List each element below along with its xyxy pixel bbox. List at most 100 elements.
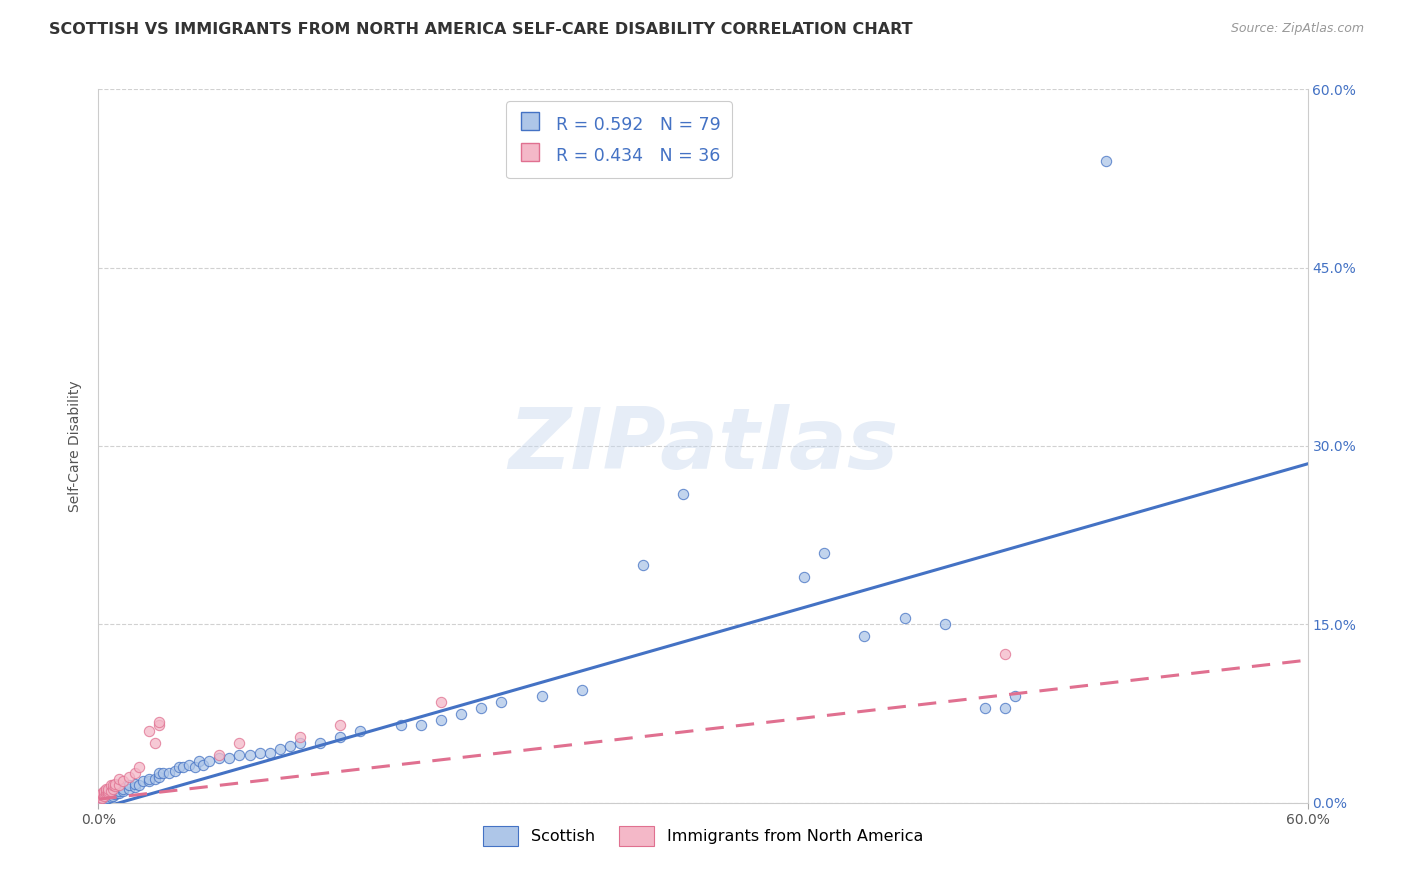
- Point: [491, 695, 513, 709]
- Point: [893, 611, 915, 625]
- Point: [132, 774, 155, 789]
- Legend: Scottish, Immigrants from North America: Scottish, Immigrants from North America: [477, 820, 929, 852]
- Point: [389, 718, 412, 732]
- Point: [100, 789, 122, 804]
- Point: [124, 777, 146, 791]
- Point: [994, 647, 1017, 661]
- Point: [571, 682, 593, 697]
- Point: [278, 739, 301, 753]
- Point: [148, 766, 170, 780]
- Point: [853, 629, 876, 643]
- Point: [93, 789, 115, 803]
- Text: ZIPatlas: ZIPatlas: [508, 404, 898, 488]
- Point: [167, 760, 190, 774]
- Point: [101, 778, 124, 792]
- Point: [89, 789, 111, 804]
- Point: [309, 736, 332, 750]
- Point: [228, 748, 250, 763]
- Point: [93, 786, 115, 800]
- Text: SCOTTISH VS IMMIGRANTS FROM NORTH AMERICA SELF-CARE DISABILITY CORRELATION CHART: SCOTTISH VS IMMIGRANTS FROM NORTH AMERIC…: [49, 22, 912, 37]
- Point: [188, 754, 211, 768]
- Point: [91, 791, 114, 805]
- Point: [208, 748, 231, 763]
- Point: [91, 788, 114, 802]
- Point: [97, 784, 120, 798]
- Point: [148, 714, 170, 729]
- Text: Source: ZipAtlas.com: Source: ZipAtlas.com: [1230, 22, 1364, 36]
- Point: [107, 778, 129, 792]
- Point: [89, 792, 111, 806]
- Point: [329, 718, 352, 732]
- Point: [89, 793, 111, 807]
- Point: [111, 784, 134, 798]
- Point: [288, 736, 311, 750]
- Point: [100, 784, 122, 798]
- Point: [288, 731, 311, 745]
- Point: [118, 781, 141, 796]
- Point: [157, 766, 180, 780]
- Point: [148, 770, 170, 784]
- Point: [103, 779, 125, 793]
- Point: [994, 700, 1017, 714]
- Point: [124, 766, 146, 780]
- Point: [143, 736, 166, 750]
- Point: [89, 792, 111, 806]
- Point: [124, 780, 146, 795]
- Point: [208, 750, 231, 764]
- Point: [105, 784, 128, 798]
- Point: [138, 724, 160, 739]
- Y-axis label: Self-Care Disability: Self-Care Disability: [69, 380, 83, 512]
- Point: [1004, 689, 1026, 703]
- Point: [128, 760, 150, 774]
- Point: [934, 617, 956, 632]
- Point: [184, 760, 207, 774]
- Point: [128, 778, 150, 792]
- Point: [91, 786, 114, 800]
- Point: [259, 746, 281, 760]
- Point: [239, 748, 262, 763]
- Point: [163, 764, 186, 778]
- Point: [105, 786, 128, 800]
- Point: [93, 784, 115, 798]
- Point: [138, 774, 160, 789]
- Point: [96, 781, 118, 796]
- Point: [793, 570, 815, 584]
- Point: [107, 772, 129, 786]
- Point: [96, 792, 118, 806]
- Point: [93, 789, 115, 804]
- Point: [101, 786, 124, 800]
- Point: [430, 713, 453, 727]
- Point: [97, 786, 120, 800]
- Point: [103, 785, 125, 799]
- Point: [97, 789, 120, 804]
- Point: [143, 772, 166, 786]
- Point: [249, 746, 271, 760]
- Point: [118, 770, 141, 784]
- Point: [409, 718, 432, 732]
- Point: [1095, 153, 1118, 168]
- Point: [172, 760, 194, 774]
- Point: [97, 791, 120, 805]
- Point: [228, 736, 250, 750]
- Point: [111, 774, 134, 789]
- Point: [118, 778, 141, 792]
- Point: [530, 689, 553, 703]
- Point: [269, 742, 291, 756]
- Point: [813, 546, 835, 560]
- Point: [349, 724, 371, 739]
- Point: [152, 766, 174, 780]
- Point: [148, 718, 170, 732]
- Point: [91, 791, 114, 805]
- Point: [100, 789, 122, 803]
- Point: [101, 788, 124, 802]
- Point: [97, 788, 120, 802]
- Point: [198, 754, 221, 768]
- Point: [974, 700, 997, 714]
- Point: [450, 706, 472, 721]
- Point: [96, 784, 118, 798]
- Point: [93, 792, 115, 806]
- Point: [107, 784, 129, 798]
- Point: [631, 558, 654, 572]
- Point: [672, 486, 695, 500]
- Point: [91, 792, 114, 806]
